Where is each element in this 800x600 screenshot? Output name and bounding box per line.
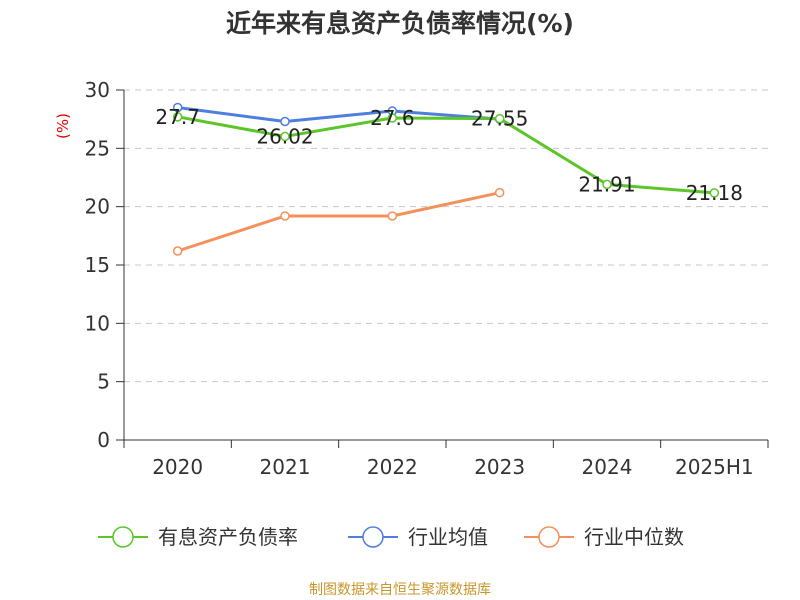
data-point [387,211,398,221]
legend[interactable]: 有息资产负债率 行业均值 行业中位数 [98,525,684,549]
y-tick-label: 5 [97,370,110,394]
data-point [602,179,612,190]
axes: 0 5 10 15 20 25 30 2020 2021 2022 2023 2024 2025H1 [85,78,769,479]
y-tick-label: 0 [97,428,110,452]
legend-label: 有息资产负债率 [158,525,298,549]
series-line-2 [177,106,500,123]
data-label: 26.02 [256,124,313,148]
y-tick-label: 10 [85,311,110,335]
data-point [172,246,183,256]
data-point [280,116,290,127]
x-tick-label: 2022 [367,455,418,479]
x-tick-label: 2020 [152,455,203,479]
data-label: 21.91 [578,172,635,196]
data-labels: 27.7 26.02 27.6 27.55 21.91 21.18 [155,105,743,205]
data-point [172,102,183,113]
x-tick-label: 2025H1 [675,455,754,479]
data-point [280,211,290,221]
y-tick-label: 20 [85,195,110,219]
series-layer [172,102,720,256]
data-point [387,113,398,123]
data-label: 27.6 [370,106,415,130]
y-tick-label: 25 [85,136,110,160]
legend-item-3[interactable]: 行业中位数 [524,525,684,549]
chart-title: 近年来有息资产负债率情况(%) [226,9,574,38]
series-line-1 [177,115,715,195]
legend-swatch-circle [538,526,560,548]
y-tick-label: 30 [85,78,110,102]
data-label: 21.18 [686,181,743,205]
data-point [280,131,290,142]
data-point [172,112,183,122]
gridlines [124,89,768,383]
legend-item-2[interactable]: 行业均值 [348,525,488,549]
x-tick-label: 2024 [582,455,633,479]
data-label: 27.55 [471,107,528,131]
series-line-3 [177,191,500,253]
source-note: 制图数据来自恒生聚源数据库 [309,582,491,598]
data-point [709,188,720,198]
data-label: 27.7 [155,105,200,129]
legend-label: 行业中位数 [584,525,684,549]
data-point [494,187,505,198]
legend-swatch-circle [112,526,134,548]
y-axis-unit: (%) [54,113,72,139]
legend-label: 行业均值 [408,525,488,549]
data-point [494,113,505,124]
y-tick-label: 15 [85,253,110,277]
legend-swatch-circle [362,526,384,548]
legend-item-1[interactable]: 有息资产负债率 [98,525,298,549]
x-tick-label: 2021 [260,455,311,479]
x-tick-label: 2023 [474,455,525,479]
